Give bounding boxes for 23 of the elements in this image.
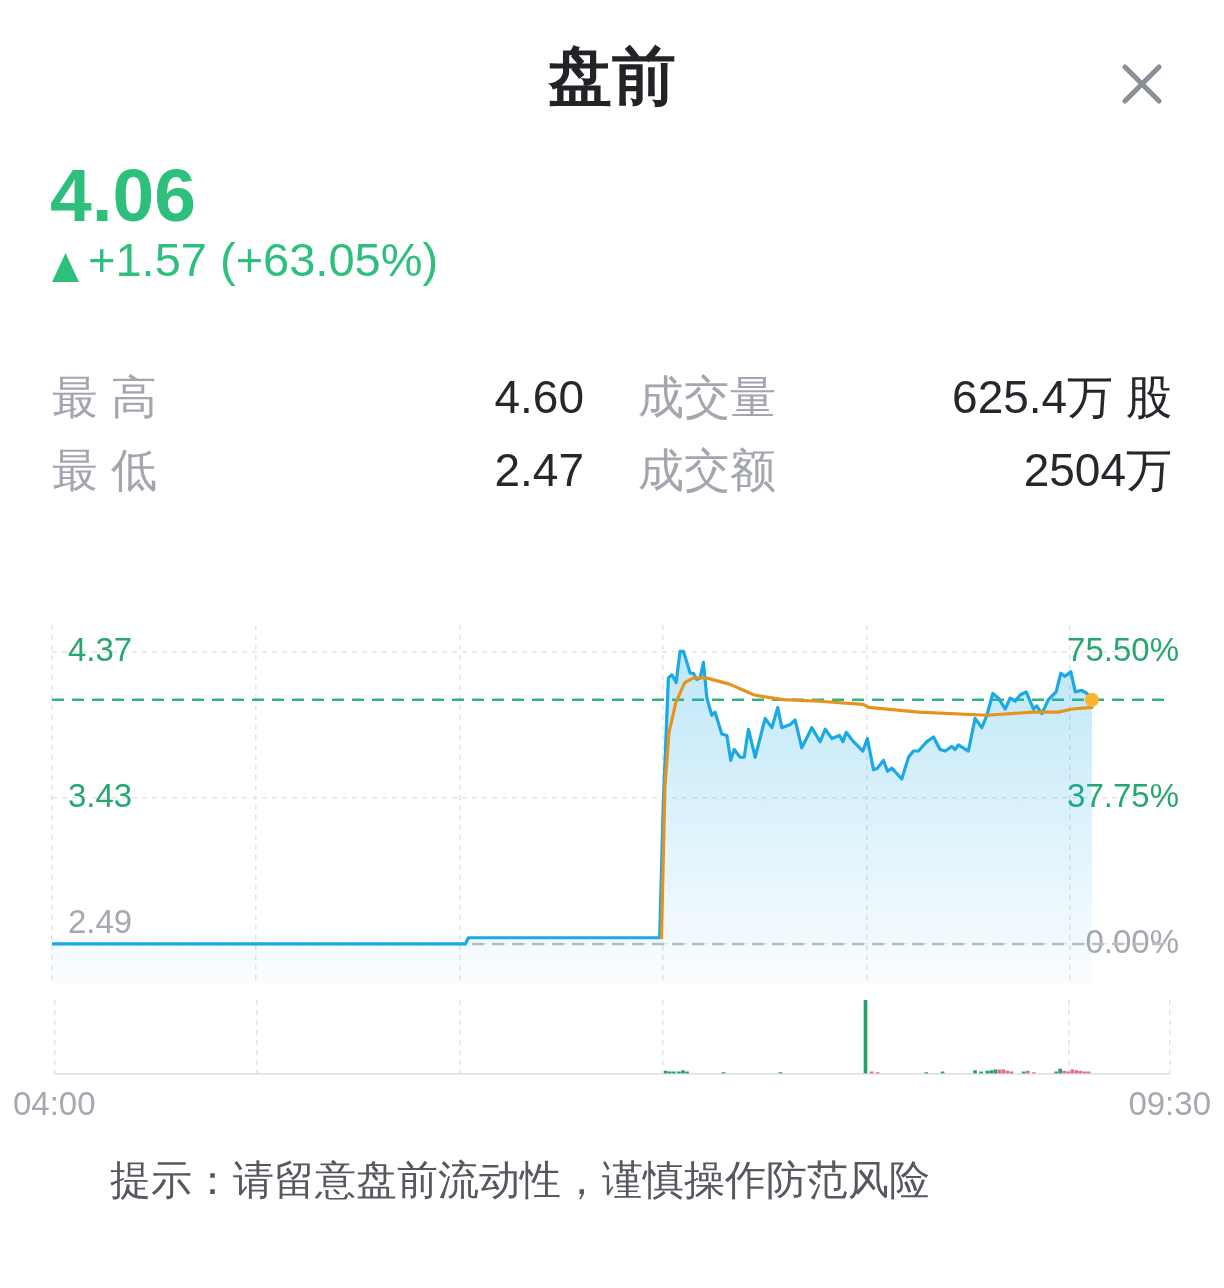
text: 成交额: [638, 444, 776, 496]
bar: [973, 1070, 977, 1074]
text: 最 高: [52, 371, 157, 423]
text: 最 低: [52, 444, 157, 496]
bar: [989, 1070, 994, 1074]
text: 2504万: [1023, 444, 1172, 496]
bar: [993, 1069, 998, 1074]
y2-tick-label: 37.75%: [1067, 776, 1179, 814]
text: 625.4万 股: [952, 371, 1172, 423]
x-tick-label: 04:00: [12, 1085, 96, 1123]
chart-title: 盘前: [548, 40, 676, 112]
y-tick-label: 4.37: [68, 630, 133, 668]
text: 成交量: [638, 371, 776, 423]
text: 4.60: [494, 371, 584, 423]
y2-tick-label: 75.50%: [1067, 630, 1179, 668]
y-tick-label: 3.43: [68, 776, 133, 814]
bar: [681, 1070, 685, 1074]
x-tick-label: 09:30: [1128, 1085, 1212, 1123]
y-tick-label: 2.49: [68, 903, 133, 941]
text: 提示：请留意盘前流动性，谨慎操作防范风险: [110, 1157, 930, 1203]
y2-tick-label: 0.00%: [1085, 923, 1179, 961]
text: 2.47: [494, 444, 584, 496]
bar: [1058, 1068, 1063, 1074]
